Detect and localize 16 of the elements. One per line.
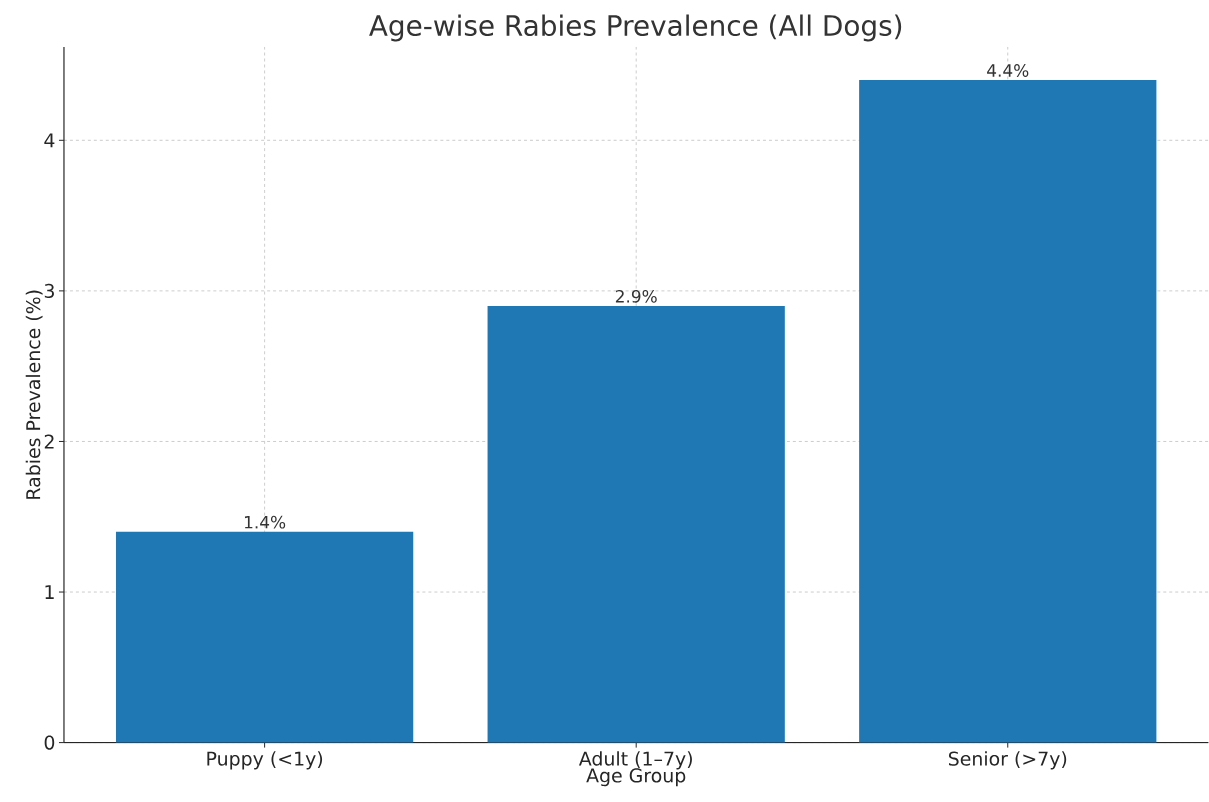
data-label: 1.4% [244, 516, 286, 529]
bar [115, 532, 414, 743]
x-axis-title: Age Group [586, 768, 686, 787]
y-tick-label: 3 [44, 283, 54, 299]
y-tick-label: 4 [44, 133, 55, 148]
y-axis-title: Rabies Prevalence (%) [25, 290, 43, 499]
bar [487, 306, 785, 743]
y-tick-label: 0 [44, 735, 55, 750]
chart-title: Age-wise Rabies Prevalence (All Dogs) [369, 14, 902, 42]
x-tick-label: Puppy (<1y) [207, 751, 323, 770]
data-label: 4.4% [987, 64, 1029, 78]
y-tick-label: 2 [44, 434, 54, 449]
data-label: 2.9% [615, 290, 657, 303]
y-tick-label: 1 [45, 585, 54, 600]
bar [859, 80, 1157, 743]
x-tick-label: Senior (>7y) [948, 751, 1067, 770]
